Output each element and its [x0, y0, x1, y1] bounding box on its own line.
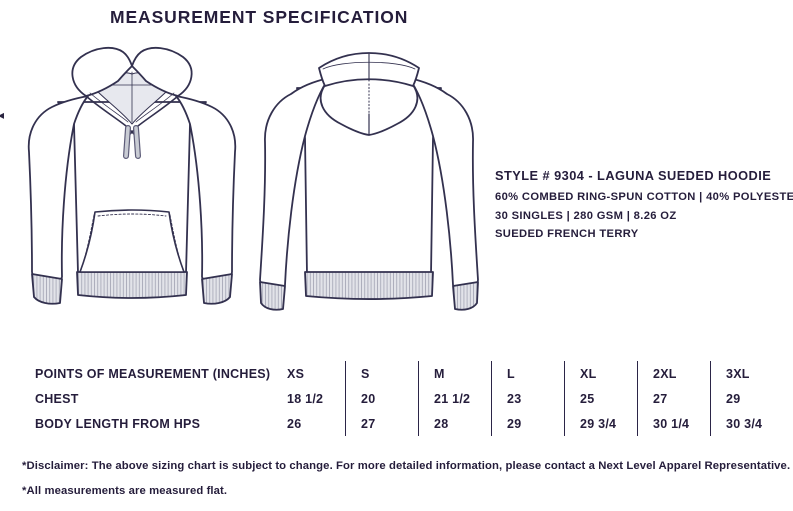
front-hem-rib	[76, 271, 188, 299]
front-right-sleeve	[175, 95, 237, 282]
chest-row-label: CHEST	[35, 391, 79, 406]
measurement-note: *All measurements are measured flat.	[22, 485, 228, 497]
body-length-3xl: 30 3/4	[710, 411, 783, 436]
size-chart-table: POINTS OF MEASUREMENT (INCHES) XS S M L …	[22, 361, 784, 436]
size-col-m: M	[418, 361, 491, 386]
chest-2xl: 27	[637, 386, 710, 411]
chest-m: 21 1/2	[418, 386, 491, 411]
body-length-l: 29	[491, 411, 564, 436]
body-length-m: 28	[418, 411, 491, 436]
fabric-weight: 30 SINGLES | 280 GSM | 8.26 OZ	[495, 209, 677, 222]
front-pocket	[79, 209, 185, 273]
chest-l: 23	[491, 386, 564, 411]
body-length-s: 27	[345, 411, 418, 436]
front-right-cuff-rib	[201, 273, 233, 305]
body-length-xs: 26	[287, 416, 302, 431]
style-info-block: STYLE # 9304 - LAGUNA SUEDED HOODIE 60% …	[495, 168, 793, 247]
chevron-left-icon[interactable]: ◂	[0, 108, 5, 122]
size-col-3xl: 3XL	[710, 361, 783, 386]
size-chart-header-label: POINTS OF MEASUREMENT (INCHES)	[35, 366, 271, 381]
body-length-row-label: BODY LENGTH FROM HPS	[35, 416, 201, 431]
front-left-cuff-rib	[31, 273, 63, 305]
fabric-content: 60% COMBED RING-SPUN COTTON | 40% POLYES…	[495, 191, 793, 203]
fabric-finish: SUEDED FRENCH TERRY	[495, 228, 639, 240]
hoodie-front-sketch	[27, 46, 237, 305]
back-hem-rib	[304, 271, 434, 300]
chest-xs: 18 1/2	[287, 391, 324, 406]
size-col-s: S	[345, 361, 418, 386]
hoodie-back-sketch	[259, 52, 479, 311]
body-length-2xl: 30 1/4	[637, 411, 710, 436]
back-left-sleeve	[259, 77, 330, 290]
body-length-xl: 29 3/4	[564, 411, 637, 436]
page-title: MEASUREMENT SPECIFICATION	[110, 7, 409, 27]
back-right-sleeve	[408, 77, 479, 290]
disclaimer-note: *Disclaimer: The above sizing chart is s…	[22, 460, 791, 472]
chest-xl: 25	[564, 386, 637, 411]
front-hood-right	[131, 46, 193, 97]
style-name: STYLE # 9304 - LAGUNA SUEDED HOODIE	[495, 168, 772, 183]
size-col-l: L	[491, 361, 564, 386]
back-left-cuff-rib	[259, 281, 286, 311]
size-col-2xl: 2XL	[637, 361, 710, 386]
back-right-cuff-rib	[452, 281, 479, 311]
front-hood-left	[71, 46, 133, 97]
size-col-xs: XS	[287, 366, 305, 381]
chest-3xl: 29	[710, 386, 783, 411]
front-left-sleeve	[27, 95, 89, 282]
size-col-xl: XL	[564, 361, 637, 386]
chest-s: 20	[345, 386, 418, 411]
